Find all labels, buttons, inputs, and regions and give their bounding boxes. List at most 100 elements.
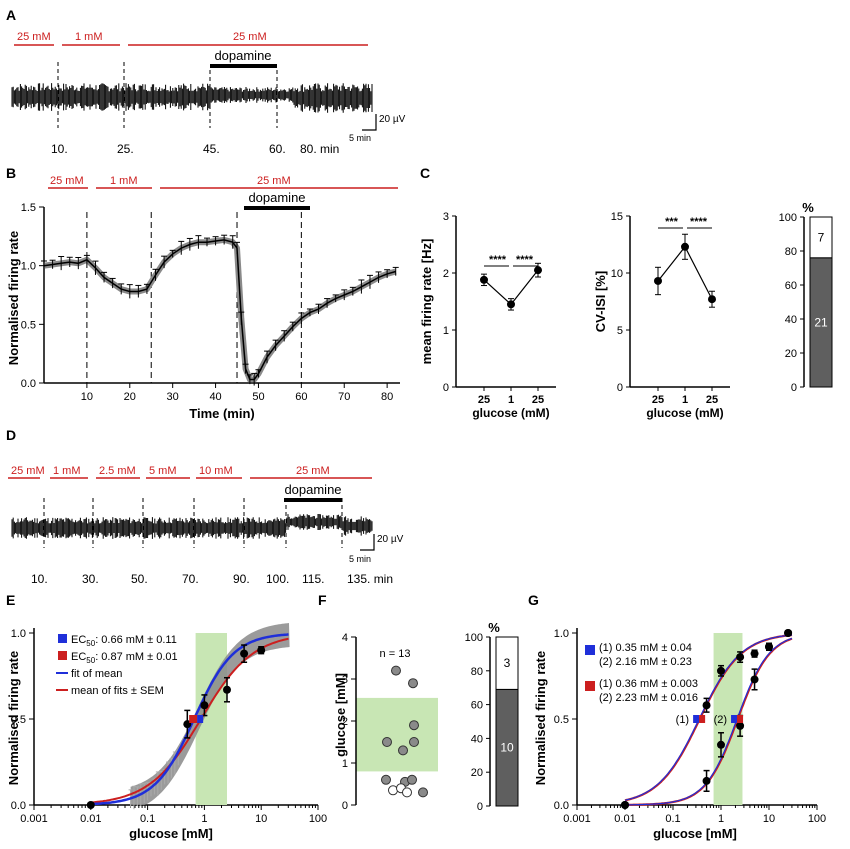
data-point	[391, 665, 401, 676]
time-labels: 10. 30. 50. 70. 90. 100. 115. 135. min	[31, 572, 393, 586]
scale-bar-time: 5 min	[349, 554, 371, 564]
y-tick-label: 1.0	[21, 261, 36, 273]
legend-entry: (1) 0.36 mM ± 0.003	[599, 678, 698, 690]
data-point	[702, 776, 711, 785]
legend-swatch-blue	[58, 634, 67, 643]
y-tick-label: 0.0	[11, 800, 26, 812]
x-tick-label: 25	[652, 394, 664, 406]
y-tick-label: 3	[443, 211, 449, 223]
data-point	[200, 701, 209, 710]
voltage-trace	[11, 83, 373, 113]
x-axis-title: glucose (mM)	[472, 406, 549, 420]
time-label: 25.	[117, 142, 134, 156]
x-axis-title: glucose (mM)	[646, 406, 723, 420]
data-point	[86, 801, 95, 809]
time-label: 80. min	[300, 142, 339, 156]
segment-label: 3	[504, 656, 511, 670]
data-point	[765, 642, 773, 651]
time-label: 115.	[302, 572, 324, 586]
condition-bars: 25 mM 1 mM 2.5 mM 5 mM 10 mM 25 mM	[8, 465, 372, 479]
y-tick-label: 40	[785, 314, 797, 326]
condition-label: 1 mM	[75, 31, 103, 43]
data-point	[381, 774, 391, 785]
legend-entry: EC50: 0.87 mM ± 0.01	[71, 651, 178, 665]
y-tick-label: 10	[611, 268, 623, 280]
x-axis-title: Time (min)	[189, 406, 255, 421]
panel-b: 25 mM 1 mM 25 mM dopamine 10 20 30 40 50 60 70…	[6, 175, 400, 421]
data-point	[750, 675, 759, 684]
y-tick-label: 4	[342, 632, 348, 644]
y-tick-label: 2	[342, 716, 348, 728]
proportion-bar: 0 20 40 60 80 100% 10 3	[465, 620, 519, 813]
y-axis-title: Normalised firing rate	[533, 651, 548, 785]
data-point	[480, 275, 488, 284]
panel-g: 0.001 0.01 0.1 1 10 100 0.0 0.5 1.0 (1) (2) glucos…	[533, 628, 826, 841]
data-point	[408, 678, 418, 689]
data-point	[784, 629, 793, 637]
condition-label: 1 mM	[53, 465, 81, 477]
condition-label: 5 mM	[149, 465, 177, 477]
legend-swatch-red	[585, 681, 595, 691]
y-tick-label: 80	[471, 666, 483, 678]
ec50-marker	[693, 715, 700, 723]
data-point	[708, 295, 716, 304]
legend-entry: (2) 2.23 mM ± 0.016	[599, 692, 698, 704]
y-axis-title: Normalised firing rate	[6, 231, 21, 365]
ec50-marker	[731, 715, 738, 723]
data-point	[750, 649, 759, 658]
y-tick-label: 0.5	[554, 714, 569, 726]
x-tick-label: 1	[201, 813, 207, 825]
y-tick-label: 0	[342, 800, 348, 812]
y-tick-label: 2	[443, 268, 449, 280]
x-tick-label: 0.1	[140, 813, 155, 825]
x-tick-label: 10	[763, 813, 775, 825]
y-tick-label: 1.0	[11, 628, 26, 640]
y-axis-title: glucose [mM]	[333, 673, 348, 757]
dose-response-plot: 0.001 0.01 0.1 1 10 100 0.0 0.5 1.0	[11, 623, 327, 825]
y-tick-label: 20	[785, 348, 797, 360]
x-tick-label: 20	[124, 391, 136, 403]
x-tick-label: 30	[167, 391, 179, 403]
y-tick-label: 0	[791, 382, 797, 394]
y-tick-label: 15	[611, 211, 623, 223]
y-axis-title: CV-ISI [%]	[593, 271, 608, 332]
condition-label: 25 mM	[50, 175, 84, 187]
y-tick-label: 20	[471, 767, 483, 779]
data-point	[654, 276, 662, 285]
panel-f: 0 1 2 3 4 n = 13 glucose [mM] 0 20 40 60 80 100% 1…	[333, 620, 519, 813]
x-axis-title: glucose [mM]	[129, 826, 213, 841]
panel-c: 0 1 2 3 25 1 25 **** **** glucose (mM) mean firing…	[419, 200, 833, 420]
condition-label: 25 mM	[233, 31, 267, 43]
time-label: 30.	[82, 572, 99, 586]
significance-label: ****	[489, 254, 507, 266]
mean-firing-rate-plot: 0 1 2 3 25 1 25 **** **** glucose (mM) mean firing…	[419, 211, 556, 420]
y-tick-label: 0.5	[11, 714, 26, 726]
legend: EC50: 0.66 mM ± 0.11 EC50: 0.87 mM ± 0.0…	[56, 634, 178, 697]
x-tick-label: 70	[338, 391, 350, 403]
data-point	[736, 653, 745, 662]
bar-segment	[809, 216, 833, 259]
y-tick-label: 1.0	[554, 628, 569, 640]
scale-bar-voltage: 20 µV	[377, 534, 404, 545]
x-tick-label: 100	[808, 813, 826, 825]
x-tick-label: 80	[381, 391, 393, 403]
legend-entry: fit of mean	[71, 668, 122, 680]
drug-label: dopamine	[284, 482, 341, 497]
time-label: 135. min	[347, 572, 393, 586]
y-tick-label: 40	[471, 733, 483, 745]
panel-d: 25 mM 1 mM 2.5 mM 5 mM 10 mM 25 mM dopamine 2…	[8, 465, 404, 586]
y-tick-label: 1	[443, 325, 449, 337]
data-point	[717, 740, 725, 749]
panel-label-b: B	[6, 165, 16, 181]
condition-label: 25 mM	[11, 465, 45, 477]
x-tick-label: 1	[718, 813, 724, 825]
scale-bar-time: 5 min	[349, 133, 371, 143]
y-tick-label: 0	[443, 382, 449, 394]
panel-label-e: E	[6, 592, 15, 608]
n-label: n = 13	[380, 648, 411, 660]
y-axis-title: mean firing rate [Hz]	[419, 239, 434, 365]
y-tick-label: 0	[477, 801, 483, 813]
x-tick-label: 0.001	[563, 813, 591, 825]
